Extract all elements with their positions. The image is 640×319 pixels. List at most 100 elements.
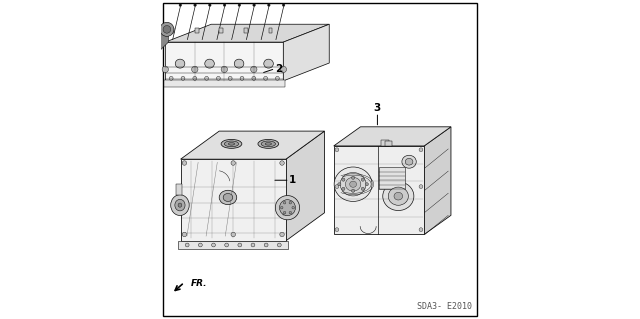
Bar <box>164 80 285 86</box>
Circle shape <box>182 161 187 165</box>
Circle shape <box>335 185 339 189</box>
Circle shape <box>419 228 423 232</box>
Ellipse shape <box>383 182 414 211</box>
Bar <box>220 28 223 33</box>
Ellipse shape <box>228 143 235 145</box>
Circle shape <box>181 77 185 80</box>
Circle shape <box>282 4 285 6</box>
Ellipse shape <box>219 190 237 205</box>
Polygon shape <box>180 131 324 159</box>
Bar <box>195 28 198 33</box>
Circle shape <box>280 161 284 165</box>
Circle shape <box>198 243 202 247</box>
Ellipse shape <box>346 177 361 191</box>
Circle shape <box>216 77 220 80</box>
Bar <box>244 28 248 33</box>
Circle shape <box>361 178 364 181</box>
Ellipse shape <box>394 192 403 200</box>
Bar <box>385 142 392 146</box>
Circle shape <box>280 232 284 237</box>
Circle shape <box>280 66 287 73</box>
Text: 2: 2 <box>275 63 282 74</box>
Bar <box>269 28 273 33</box>
Ellipse shape <box>402 155 416 168</box>
Circle shape <box>228 77 232 80</box>
Ellipse shape <box>223 193 233 202</box>
Polygon shape <box>178 241 289 249</box>
Ellipse shape <box>261 141 275 147</box>
Circle shape <box>238 243 242 247</box>
Circle shape <box>212 243 216 247</box>
Circle shape <box>351 189 355 192</box>
Circle shape <box>419 148 423 152</box>
Text: SDA3- E2010: SDA3- E2010 <box>417 302 472 311</box>
Bar <box>283 206 289 215</box>
Circle shape <box>280 206 283 209</box>
Bar <box>379 167 404 189</box>
Circle shape <box>264 243 268 247</box>
Circle shape <box>193 77 196 80</box>
Bar <box>333 146 424 234</box>
Circle shape <box>194 4 196 6</box>
Circle shape <box>277 243 281 247</box>
Text: 1: 1 <box>289 175 296 185</box>
Ellipse shape <box>265 143 271 145</box>
Text: 3: 3 <box>374 103 381 114</box>
Ellipse shape <box>175 59 185 68</box>
Ellipse shape <box>264 59 273 68</box>
Circle shape <box>275 196 300 220</box>
Ellipse shape <box>349 181 356 187</box>
Circle shape <box>238 4 241 6</box>
Circle shape <box>342 178 345 181</box>
Bar <box>381 140 389 146</box>
Ellipse shape <box>405 159 413 165</box>
Circle shape <box>182 232 187 237</box>
Circle shape <box>160 22 174 36</box>
Circle shape <box>264 77 268 80</box>
Circle shape <box>342 187 345 190</box>
Polygon shape <box>165 42 284 81</box>
Circle shape <box>205 77 209 80</box>
Circle shape <box>253 4 255 6</box>
Ellipse shape <box>224 141 239 147</box>
Text: FR.: FR. <box>191 279 207 288</box>
Circle shape <box>280 200 296 216</box>
Polygon shape <box>333 127 451 146</box>
Circle shape <box>365 182 369 186</box>
Bar <box>170 28 174 33</box>
Circle shape <box>338 182 341 186</box>
Polygon shape <box>165 24 329 42</box>
Ellipse shape <box>340 173 366 196</box>
Circle shape <box>335 228 339 232</box>
Circle shape <box>225 243 228 247</box>
Circle shape <box>292 206 294 209</box>
Circle shape <box>231 232 236 237</box>
Ellipse shape <box>221 139 242 148</box>
Ellipse shape <box>234 59 244 68</box>
Ellipse shape <box>388 187 408 205</box>
Bar <box>176 184 182 195</box>
Circle shape <box>231 161 236 165</box>
Ellipse shape <box>175 199 185 211</box>
Circle shape <box>419 185 423 189</box>
Circle shape <box>268 4 270 6</box>
Circle shape <box>162 66 168 73</box>
Circle shape <box>169 77 173 80</box>
Circle shape <box>223 4 226 6</box>
Circle shape <box>252 77 256 80</box>
Polygon shape <box>286 131 324 241</box>
Polygon shape <box>152 28 168 54</box>
Circle shape <box>209 4 211 6</box>
Polygon shape <box>180 159 286 241</box>
Circle shape <box>221 66 227 73</box>
Circle shape <box>275 77 279 80</box>
Circle shape <box>191 66 198 73</box>
Circle shape <box>185 243 189 247</box>
Circle shape <box>351 176 355 179</box>
Ellipse shape <box>178 203 182 207</box>
Circle shape <box>179 4 182 6</box>
Circle shape <box>163 26 171 33</box>
Ellipse shape <box>171 195 189 216</box>
Ellipse shape <box>334 167 372 202</box>
Circle shape <box>284 201 286 204</box>
